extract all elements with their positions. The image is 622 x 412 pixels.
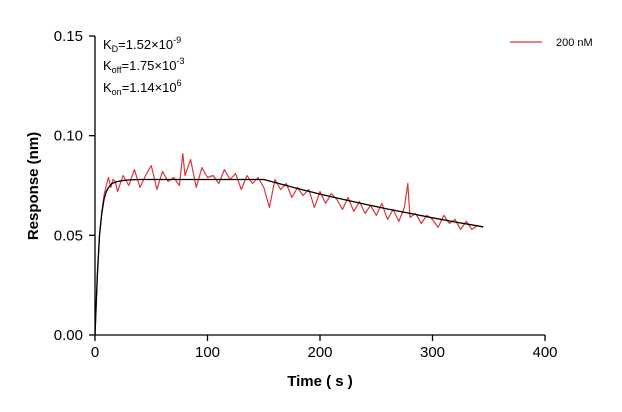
x-axis-title: Time ( s ) — [287, 373, 353, 390]
legend-label-200nm: 200 nM — [556, 37, 593, 49]
annotation-kon: Kon=1.14×106 — [103, 78, 182, 97]
y-tick-label: 0.10 — [54, 128, 83, 145]
series-layer — [94, 153, 484, 336]
y-axis-ticks: 0.00 0.05 0.10 0.15 — [54, 28, 95, 344]
annotation-kd: KD=1.52×10-9 — [103, 35, 181, 54]
x-tick-label: 400 — [532, 344, 557, 361]
y-axis-title: Response (nm) — [25, 132, 42, 240]
kinetics-annotation: KD=1.52×10-9 Koff=1.75×10-3 Kon=1.14×106 — [103, 35, 184, 97]
x-tick-label: 200 — [307, 344, 332, 361]
x-tick-label: 0 — [91, 344, 99, 361]
fit-curve — [94, 178, 484, 336]
legend: 200 nM — [510, 37, 593, 49]
x-tick-label: 100 — [195, 344, 220, 361]
x-tick-label: 300 — [420, 344, 445, 361]
y-tick-label: 0.05 — [54, 227, 83, 244]
annotation-koff: Koff=1.75×10-3 — [103, 56, 184, 75]
x-axis-ticks: 0 100 200 300 400 — [91, 335, 558, 361]
series-line-200nm — [94, 153, 484, 336]
y-tick-label: 0.00 — [54, 327, 83, 344]
y-tick-label: 0.15 — [54, 28, 83, 45]
